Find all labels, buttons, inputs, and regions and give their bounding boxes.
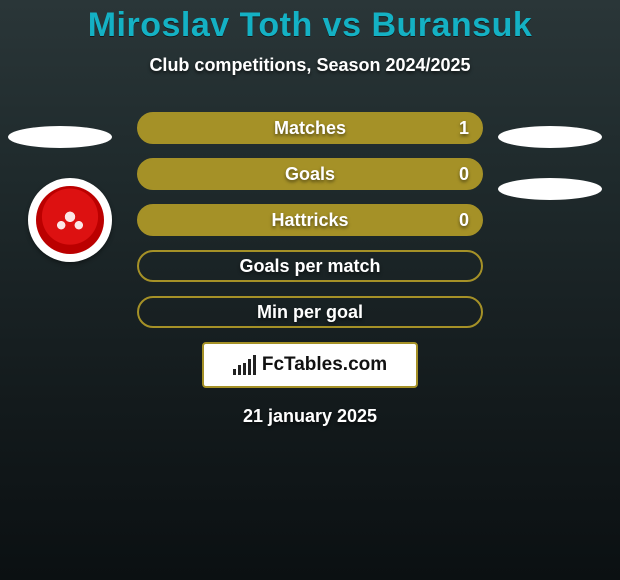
stat-right-value: 1	[459, 118, 469, 139]
stat-label: Min per goal	[257, 302, 363, 323]
stats-list: Matches 1 Goals 0 Hattricks 0 Goals per match M…	[0, 112, 620, 328]
stat-label: Hattricks	[271, 210, 348, 231]
bar-icon	[253, 355, 256, 375]
stat-label: Goals	[285, 164, 335, 185]
bar-icon	[233, 369, 236, 375]
page-title: Miroslav Toth vs Buransuk	[0, 6, 620, 45]
stat-label: Matches	[274, 118, 346, 139]
stat-right-value: 0	[459, 164, 469, 185]
stat-row: Goals 0	[137, 158, 483, 190]
stat-row: Goals per match	[137, 250, 483, 282]
bar-icon	[243, 363, 246, 375]
stat-row: Hattricks 0	[137, 204, 483, 236]
stat-label: Goals per match	[239, 256, 380, 277]
bar-icon	[238, 365, 241, 375]
site-badge: FcTables.com	[202, 342, 418, 388]
site-badge-text: FcTables.com	[262, 354, 387, 376]
stat-row: Matches 1	[137, 112, 483, 144]
card: Miroslav Toth vs Buransuk Club competiti…	[0, 0, 620, 427]
site-badge-bars-icon	[233, 355, 256, 375]
bar-icon	[248, 359, 251, 375]
subtitle: Club competitions, Season 2024/2025	[0, 55, 620, 76]
date: 21 january 2025	[0, 406, 620, 427]
stat-right-value: 0	[459, 210, 469, 231]
stat-row: Min per goal	[137, 296, 483, 328]
